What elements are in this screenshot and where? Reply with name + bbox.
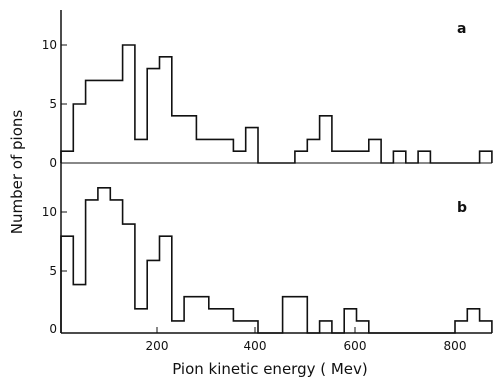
panel-b-ytick: 10 bbox=[42, 205, 67, 219]
panel-b-ytick: 0 bbox=[49, 322, 67, 336]
panel-a-label: a bbox=[457, 21, 466, 37]
x-axis-title: Pion kinetic energy ( Mev) bbox=[172, 360, 368, 378]
panel-a-ytick: 0 bbox=[49, 156, 67, 170]
panel-a-histogram-outline bbox=[60, 44, 493, 164]
panel-b-histogram-outline bbox=[60, 187, 493, 334]
x-tick-label: 800 bbox=[444, 339, 467, 353]
y-axis-title: Number of pions bbox=[8, 110, 26, 235]
x-tick-200: 200 bbox=[146, 327, 169, 353]
panel-a-ytick: 10 bbox=[42, 38, 67, 52]
x-tick-label: 400 bbox=[244, 339, 267, 353]
panel-b-label: b bbox=[457, 200, 467, 216]
panel-a-ytick-label: 0 bbox=[49, 156, 57, 170]
panel-a: 0 5 10 a bbox=[42, 10, 493, 170]
panel-a-ytick-label: 10 bbox=[42, 38, 57, 52]
panel-a-ytick: 5 bbox=[49, 97, 67, 111]
panel-b: 0 5 10 b bbox=[42, 163, 493, 336]
panel-b-ytick-label: 5 bbox=[49, 264, 57, 278]
x-tick-800: 800 bbox=[444, 327, 467, 353]
panel-b-ytick-label: 0 bbox=[49, 322, 57, 336]
x-axis: 200 400 600 800 Pion kinetic energy ( Me… bbox=[146, 327, 467, 378]
panel-a-ytick-label: 5 bbox=[49, 97, 57, 111]
x-tick-label: 600 bbox=[344, 339, 367, 353]
x-tick-400: 400 bbox=[244, 327, 267, 353]
x-tick-label: 200 bbox=[146, 339, 169, 353]
panel-b-ytick: 5 bbox=[49, 264, 67, 278]
x-tick-600: 600 bbox=[344, 327, 367, 353]
panel-b-ytick-label: 10 bbox=[42, 205, 57, 219]
